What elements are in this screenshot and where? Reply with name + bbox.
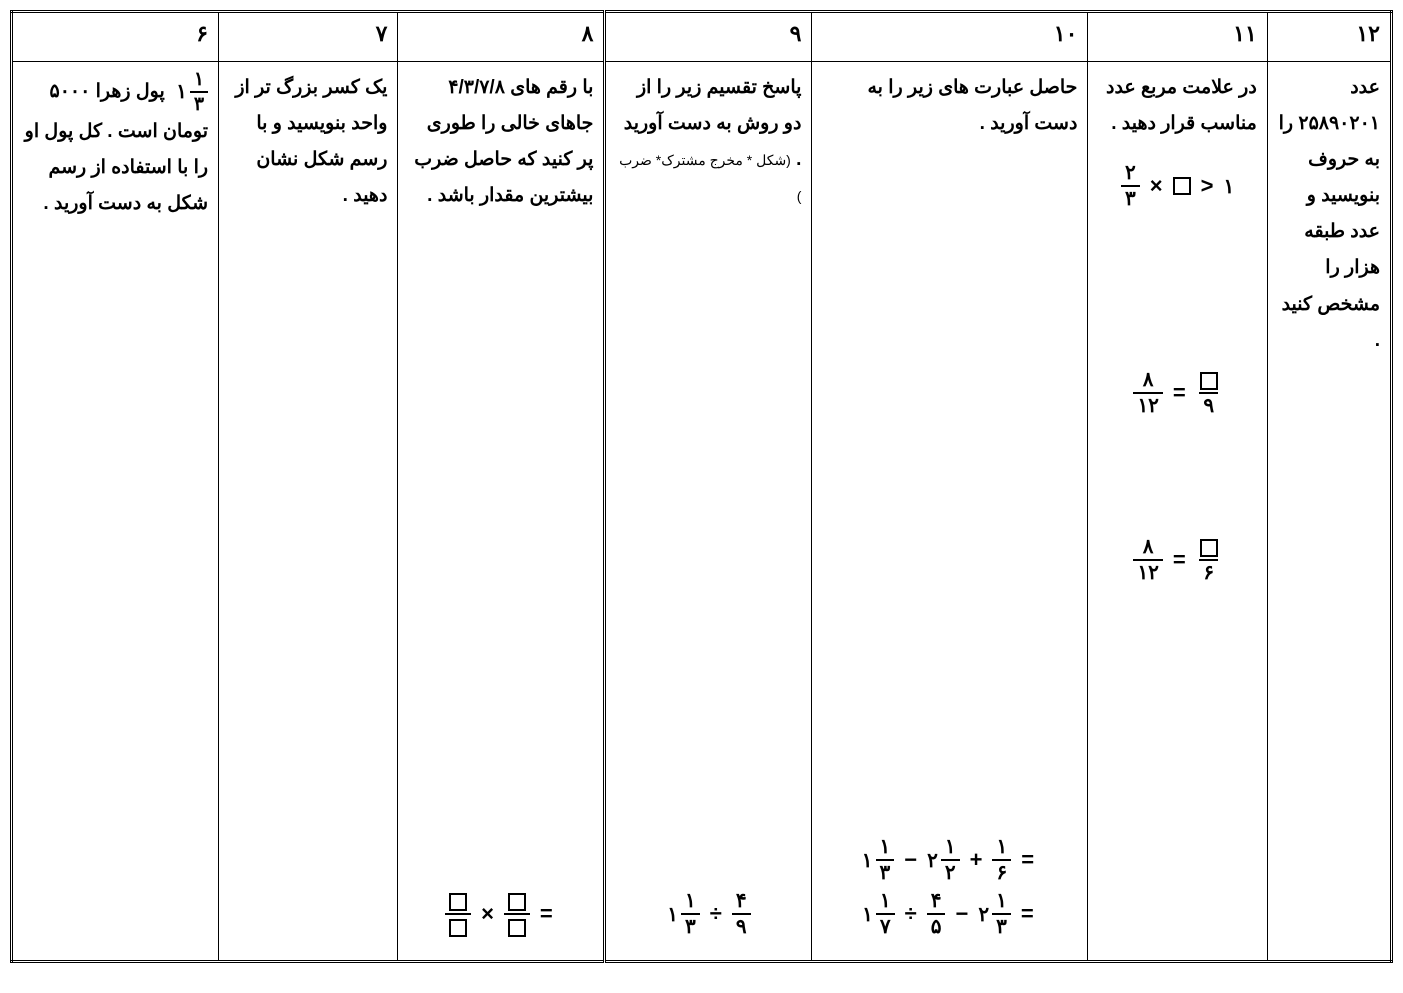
q9-expr: ۱۱۳ ÷ ۴۹: [667, 891, 750, 937]
q7-cell: یک کسر بزرگ تر از واحد بنویسید و با رسم …: [219, 62, 398, 962]
q6-mn: ۱: [190, 70, 208, 91]
worksheet-table: ۱۲ ۱۱ ۱۰ ۹ ۸ ۷ ۶ عدد ۲۵۸۹۰۲۰۱ را به حروف…: [10, 10, 1393, 963]
q11-text: در علامت مربع عدد مناسب قرار دهید .: [1098, 70, 1256, 142]
q10a-n2: ۱: [941, 837, 960, 859]
q9-ln: ۱: [681, 891, 700, 913]
q11-e1-den: ۳: [1121, 185, 1140, 209]
q6-cell: ۱۱۳ پول زهرا ۵۰۰۰ تومان است . کل پول او …: [12, 62, 219, 962]
q11-e1-num: ۲: [1121, 163, 1140, 185]
q10a-n3: ۱: [992, 837, 1011, 859]
q6-text: ۱۱۳ پول زهرا ۵۰۰۰ تومان است . کل پول او …: [23, 70, 208, 222]
q10b-w2: ۲: [978, 902, 989, 927]
qnum-10: ۱۰: [812, 12, 1088, 62]
gt-op: >: [1197, 173, 1218, 199]
q12-text: عدد ۲۵۸۹۰۲۰۱ را به حروف بنویسید و عدد طب…: [1278, 70, 1380, 359]
blank-box: [508, 893, 526, 911]
q11-expr-2: ۸۱۲ = ۹: [1098, 369, 1256, 416]
eq-op: =: [1169, 380, 1190, 406]
q8-expr: × =: [445, 891, 557, 937]
eq-op: =: [1169, 547, 1190, 573]
q10a-w2: ۲: [927, 848, 938, 873]
qnum-12: ۱۲: [1267, 12, 1391, 62]
q10b-n2b: ۱: [992, 891, 1011, 913]
q10a-d3: ۶: [992, 859, 1011, 883]
blank-box: [449, 919, 467, 937]
blank-box: [1173, 177, 1191, 195]
q11-e2-lnum: ۸: [1139, 370, 1158, 392]
q10b-n1: ۱: [876, 891, 895, 913]
times-op: ×: [1146, 173, 1167, 199]
blank-box: [1200, 539, 1218, 557]
q6-mw: ۱: [176, 73, 187, 111]
blank-box: [508, 919, 526, 937]
q10b-d1: ۷: [876, 913, 895, 937]
q8-cell: با رقم های ۴/۳/۷/۸ جاهای خالی را طوری پر…: [398, 62, 605, 962]
q8-text: با رقم های ۴/۳/۷/۸ جاهای خالی را طوری پر…: [408, 70, 593, 214]
qnum-6: ۶: [12, 12, 219, 62]
q10b-n2: ۴: [927, 891, 946, 913]
q10a-d2: ۲: [941, 859, 960, 883]
question-body-row: عدد ۲۵۸۹۰۲۰۱ را به حروف بنویسید و عدد طب…: [12, 62, 1392, 962]
q9-cell: پاسخ تقسیم زیر را از دو روش به دست آورید…: [605, 62, 812, 962]
q11-e2-lden: ۱۲: [1133, 392, 1162, 416]
qnum-9: ۹: [605, 12, 812, 62]
qnum-8: ۸: [398, 12, 605, 62]
q10-expr-b: ۱۱۷ ÷ ۴۵ − ۲۱۳ =: [862, 891, 1038, 937]
q12-cell: عدد ۲۵۸۹۰۲۰۱ را به حروف بنویسید و عدد طب…: [1267, 62, 1391, 962]
blank-box: [1200, 372, 1218, 390]
q10b-d2: ۵: [927, 913, 946, 937]
q11-e2-rden: ۹: [1199, 392, 1218, 416]
q10-expr-a: ۱۱۳ − ۲۱۲ + ۱۶ =: [862, 837, 1038, 883]
q6-md: ۳: [190, 91, 208, 114]
q11-e3-rden: ۶: [1199, 559, 1218, 583]
qnum-11: ۱۱: [1088, 12, 1267, 62]
q11-expr-3: ۸۱۲ = ۶: [1098, 536, 1256, 583]
q10a-w1: ۱: [862, 848, 873, 873]
q11-e3-lnum: ۸: [1139, 537, 1158, 559]
q9-lw: ۱: [667, 902, 678, 927]
q10-cell: حاصل عبارت های زیر را به دست آورید . ۱۱۳…: [812, 62, 1088, 962]
q10b-d2b: ۳: [992, 913, 1011, 937]
q9-text: پاسخ تقسیم زیر را از دو روش به دست آورید…: [616, 70, 801, 214]
q9-note: (شکل * مخرج مشترک* ضرب ): [619, 152, 801, 204]
q9-math: ۱۱۳ ÷ ۴۹: [606, 883, 811, 945]
q10-math: ۱۱۳ − ۲۱۲ + ۱۶ = ۱۱۷ ÷ ۴۵ − ۲۱۳: [812, 829, 1087, 945]
q11-cell: در علامت مربع عدد مناسب قرار دهید . ۲۳ ×…: [1088, 62, 1267, 962]
q9-ld: ۳: [681, 913, 700, 937]
q11-expr-1: ۲۳ × > ۱: [1098, 162, 1256, 209]
qnum-7: ۷: [219, 12, 398, 62]
blank-box: [449, 893, 467, 911]
q10a-d1: ۳: [876, 859, 895, 883]
q9-rn: ۴: [732, 891, 751, 913]
q7-text: یک کسر بزرگ تر از واحد بنویسید و با رسم …: [229, 70, 387, 214]
q11-e3-lden: ۱۲: [1133, 559, 1162, 583]
q11-e1-one: ۱: [1223, 174, 1234, 199]
q8-math: × =: [398, 883, 603, 945]
q10-text: حاصل عبارت های زیر را به دست آورید .: [822, 70, 1077, 142]
question-number-row: ۱۲ ۱۱ ۱۰ ۹ ۸ ۷ ۶: [12, 12, 1392, 62]
q10b-w1: ۱: [862, 902, 873, 927]
q10a-n1: ۱: [876, 837, 895, 859]
q9-rd: ۹: [732, 913, 751, 937]
